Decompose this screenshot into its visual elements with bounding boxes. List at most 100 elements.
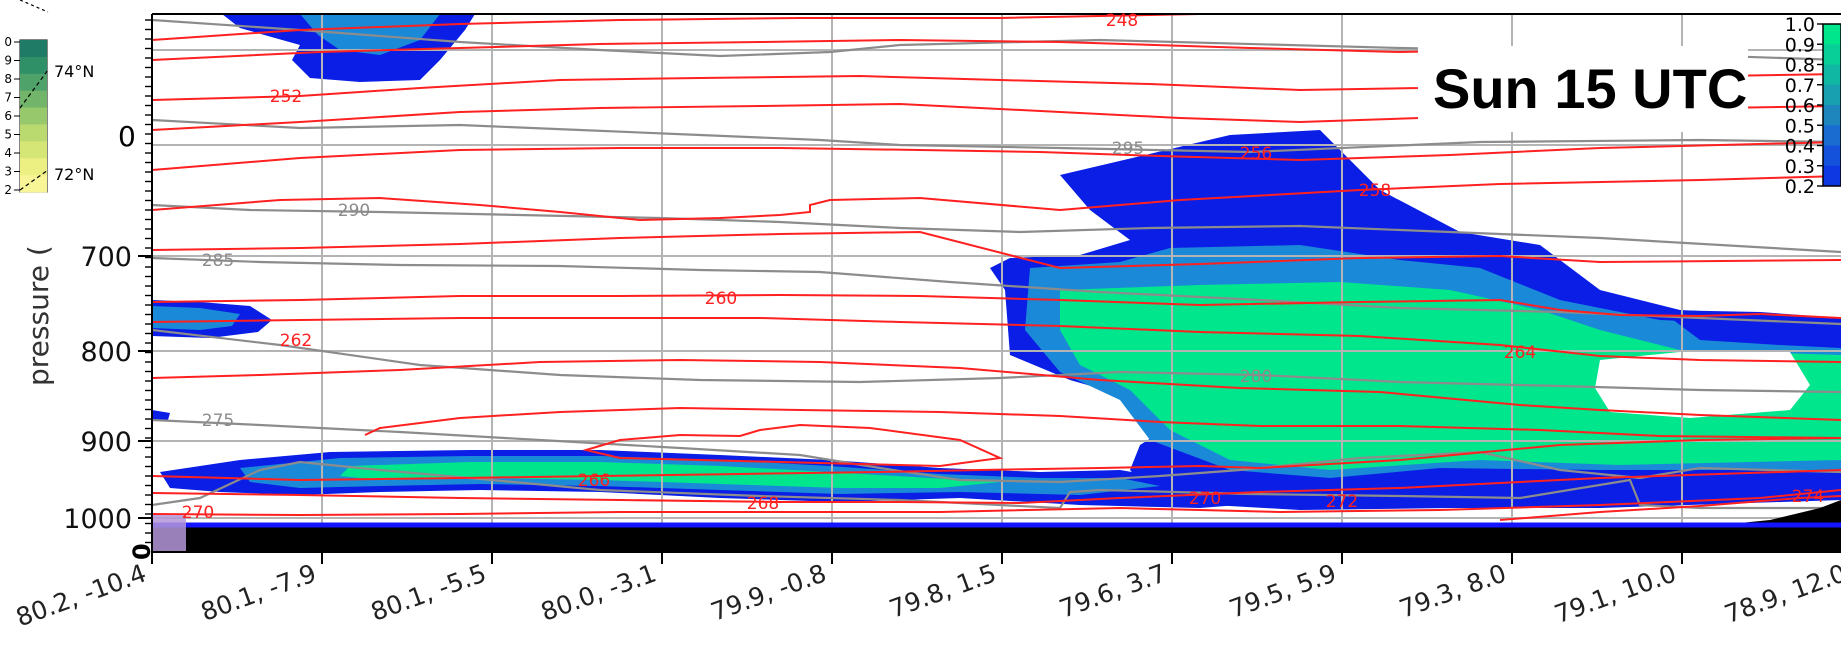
theta-contour-295b — [152, 118, 1841, 154]
y-tick-label: 700 — [80, 242, 132, 273]
map-inset-edge-line — [19, 0, 49, 13]
map-inset-gridline-74 — [19, 69, 49, 109]
colorbar-segment — [1823, 24, 1841, 45]
temp-contour-250 — [152, 38, 1501, 61]
colorbar-tick-label: 0.4 — [1785, 136, 1815, 158]
inset-colorbar-segment — [20, 124, 47, 142]
x-tick-label: 80.1, -7.9 — [197, 558, 320, 626]
map-inset: 0 9 8 7 6 5 4 3 2 74°N 72°N — [0, 0, 94, 197]
temperature-contour-label: 266 — [578, 471, 610, 491]
theta-contour-label: 295 — [1112, 139, 1144, 159]
temperature-contour-label: 268 — [747, 494, 779, 514]
colorbar-segment — [1823, 165, 1841, 187]
map-inset-colorbar — [20, 40, 47, 193]
colorbar-tick-label: 0.3 — [1785, 156, 1815, 178]
partial-label-top-left: 0 — [118, 120, 136, 153]
inset-colorbar-segment — [20, 107, 47, 125]
title-box — [1418, 46, 1748, 132]
inset-colorbar-segment — [20, 56, 47, 75]
colorbar-segment — [1823, 44, 1841, 65]
colorbar-tick-label: 1.0 — [1785, 14, 1815, 36]
x-tick-label: 79.3, 8.0 — [1396, 558, 1511, 623]
x-tick-label: 80.1, -5.5 — [367, 558, 490, 626]
x-tick-label: 79.8, 1.5 — [886, 558, 1001, 623]
colorbar-tick-label: 0.6 — [1785, 95, 1815, 117]
x-tick-label: 79.5, 5.9 — [1226, 558, 1341, 623]
colorbar-tick-label: 0.8 — [1785, 55, 1815, 77]
y-tick-label: 1000 — [63, 504, 132, 535]
temp-contour-268 — [152, 469, 1841, 505]
y-tick-label: 900 — [80, 427, 132, 458]
lat-label-72: 72°N — [54, 165, 94, 184]
theta-contour-275 — [152, 418, 1841, 484]
temp-contour-266 — [364, 406, 1841, 439]
temp-contour-270 — [152, 489, 1841, 517]
colorbar-tick-label: 0.9 — [1785, 34, 1815, 56]
theta-contour-label: 280 — [1240, 367, 1272, 387]
y-tick-label: 800 — [80, 337, 132, 368]
inset-colorbar-segment — [20, 175, 47, 193]
x-tick-label: 79.9, -0.8 — [707, 558, 830, 626]
temperature-contour-label: 260 — [705, 289, 737, 309]
colorbar-tick-label: 0.5 — [1785, 115, 1815, 137]
y-ticks: 700 800 900 1000 — [63, 242, 152, 535]
theta-contour-290 — [152, 203, 1841, 254]
cloud-region-core — [1060, 282, 1841, 470]
inset-colorbar-tick-label: 8 — [4, 72, 12, 86]
cloud-colorbar-ticks: 1.00.90.80.70.60.50.40.30.2 — [1785, 14, 1823, 198]
temp-contour-266b — [152, 437, 1841, 482]
temperature-contour-label: 258 — [1359, 181, 1391, 201]
temp-contour-274 — [1499, 495, 1841, 521]
inset-colorbar-tick-label: 7 — [4, 91, 12, 105]
x-tick-label: 79.6, 3.7 — [1056, 558, 1171, 623]
theta-contour-270 — [152, 460, 1841, 510]
theta-contour-label: 285 — [202, 251, 234, 271]
plot-content — [152, 14, 1841, 552]
theta-contour-285 — [152, 256, 1841, 326]
cloud-colorbar: 1.00.90.80.70.60.50.40.30.2 — [1785, 14, 1841, 198]
time-title: Sun 15 UTC — [1433, 57, 1748, 120]
cloud-region-right — [1660, 310, 1841, 348]
temp-contour-262 — [152, 293, 1841, 319]
map-inset-colorbar-ticks: 0 9 8 7 6 5 4 3 2 — [4, 35, 20, 197]
y-axis-label: pressure ( — [22, 245, 55, 386]
temp-contour-264b — [152, 358, 1841, 421]
temperature-contour-label: 252 — [270, 87, 302, 107]
grid — [152, 14, 1841, 552]
temp-contour-264 — [152, 317, 1841, 363]
temperature-contours — [152, 14, 1841, 521]
temperature-contour-label: 264 — [1504, 343, 1536, 363]
inset-colorbar-tick-label: 9 — [4, 54, 12, 68]
colorbar-segment — [1823, 105, 1841, 126]
colorbar-segment — [1823, 125, 1841, 146]
inset-colorbar-segment — [20, 90, 47, 109]
inset-colorbar-segment — [20, 141, 47, 159]
colorbar-segment — [1823, 64, 1841, 86]
left-cloud-2 — [152, 410, 170, 420]
contour-labels: 248 252 256 258 260 262 264 266 268 270 270 272 274 2… — [182, 11, 1824, 523]
x-tick-label: 78.9, 12.0 — [1721, 558, 1841, 629]
inset-colorbar-segment — [20, 158, 47, 176]
temperature-contour-label: 256 — [1240, 144, 1272, 164]
map-inset-gridline-72 — [19, 169, 49, 191]
inset-colorbar-tick-label: 5 — [4, 128, 12, 142]
temperature-contour-label: 270 — [182, 503, 214, 523]
theta-contour-280 — [152, 328, 1841, 394]
temp-contour-258 — [152, 175, 1841, 222]
inset-colorbar-tick-label: 2 — [4, 183, 12, 197]
temp-contour-256 — [152, 141, 1841, 171]
y-minor-ticks — [145, 19, 152, 544]
inset-colorbar-segment — [20, 40, 47, 58]
cloud-hole — [1595, 350, 1810, 418]
temperature-contour-label: 248 — [1106, 11, 1138, 31]
temperature-contour-label: 270 — [1189, 489, 1221, 509]
inset-colorbar-tick-label: 0 — [4, 35, 12, 49]
inset-colorbar-segment — [20, 73, 47, 92]
x-tick-label: 80.2, -10.4 — [12, 558, 150, 632]
inset-colorbar-tick-label: 6 — [4, 109, 12, 123]
partial-label-bottom-left: 0 — [128, 543, 156, 560]
theta-contour-label: 275 — [202, 411, 234, 431]
lat-label-74: 74°N — [54, 62, 94, 81]
cloud-colorbar-segments — [1823, 24, 1841, 187]
